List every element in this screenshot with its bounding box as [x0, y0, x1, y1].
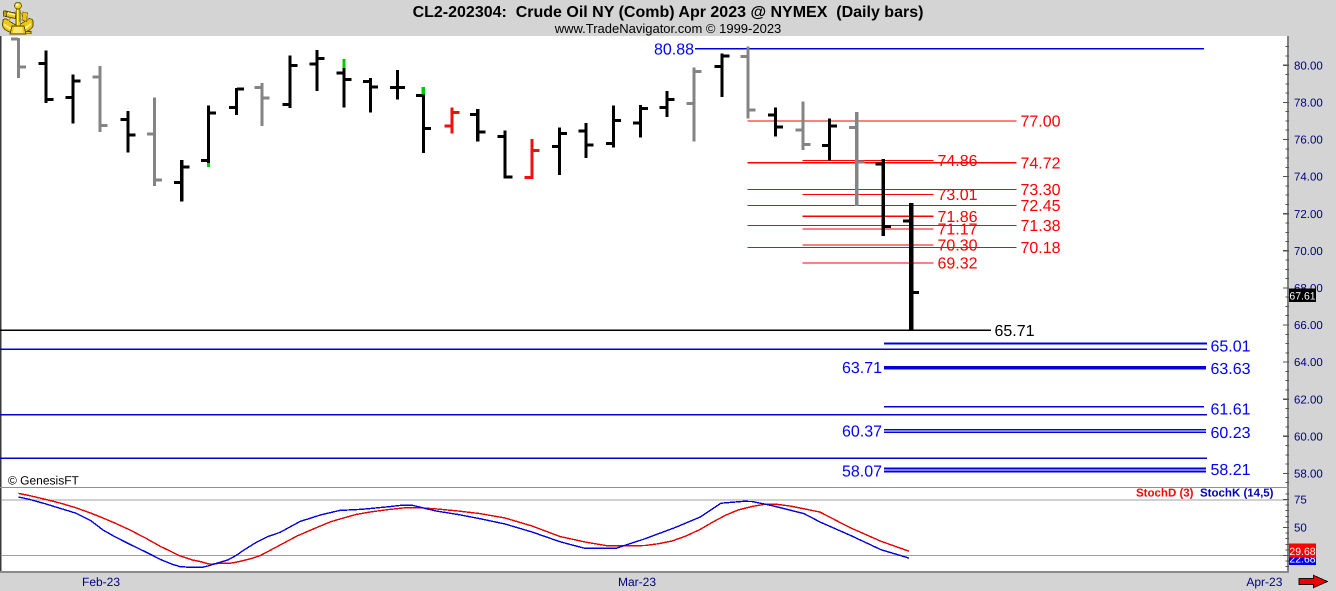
svg-text:29.68: 29.68 [1289, 546, 1315, 558]
svg-text:65.71: 65.71 [995, 323, 1035, 340]
svg-text:62.00: 62.00 [1294, 394, 1323, 406]
svg-text:60.00: 60.00 [1294, 431, 1323, 443]
svg-text:70.18: 70.18 [1021, 240, 1061, 257]
svg-text:74.86: 74.86 [938, 153, 978, 170]
svg-text:76.00: 76.00 [1294, 135, 1323, 147]
svg-text:73.30: 73.30 [1021, 182, 1061, 199]
svg-text:StochD (3): StochD (3) [1136, 488, 1194, 500]
svg-text:74.72: 74.72 [1021, 155, 1061, 172]
svg-text:80.00: 80.00 [1294, 60, 1323, 72]
svg-text:70.00: 70.00 [1294, 246, 1323, 258]
svg-text:50: 50 [1294, 523, 1307, 535]
svg-text:66.00: 66.00 [1294, 320, 1323, 332]
svg-text:71.17: 71.17 [938, 222, 978, 239]
svg-text:63.63: 63.63 [1211, 361, 1251, 378]
svg-text:74.00: 74.00 [1294, 172, 1323, 184]
svg-text:71.86: 71.86 [938, 209, 978, 226]
svg-text:64.00: 64.00 [1294, 357, 1323, 369]
svg-text:67.61: 67.61 [1289, 291, 1315, 303]
svg-text:60.23: 60.23 [1211, 425, 1251, 442]
svg-text:58.07: 58.07 [842, 464, 882, 481]
svg-text:60.37: 60.37 [842, 424, 882, 441]
svg-text:58.21: 58.21 [1211, 462, 1251, 479]
svg-text:63.71: 63.71 [842, 360, 882, 377]
svg-text:65.01: 65.01 [1211, 339, 1251, 356]
svg-text:72.45: 72.45 [1021, 198, 1061, 215]
svg-text:© GenesisFT: © GenesisFT [8, 474, 80, 488]
svg-text:Apr-23: Apr-23 [1246, 575, 1282, 589]
svg-text:Feb-23: Feb-23 [82, 575, 120, 589]
svg-text:72.00: 72.00 [1294, 209, 1323, 221]
svg-text:70.30: 70.30 [938, 238, 978, 255]
svg-text:Mar-23: Mar-23 [618, 575, 656, 589]
svg-text:61.61: 61.61 [1211, 402, 1251, 419]
svg-text:80.88: 80.88 [654, 41, 694, 58]
svg-text:77.00: 77.00 [1021, 114, 1061, 131]
svg-text:75: 75 [1294, 495, 1307, 507]
svg-text:73.01: 73.01 [938, 187, 978, 204]
svg-text:StochK (14,5): StochK (14,5) [1200, 488, 1274, 500]
svg-text:58.00: 58.00 [1294, 469, 1323, 481]
svg-text:71.38: 71.38 [1021, 218, 1061, 235]
svg-text:69.32: 69.32 [938, 256, 978, 273]
svg-text:78.00: 78.00 [1294, 98, 1323, 110]
